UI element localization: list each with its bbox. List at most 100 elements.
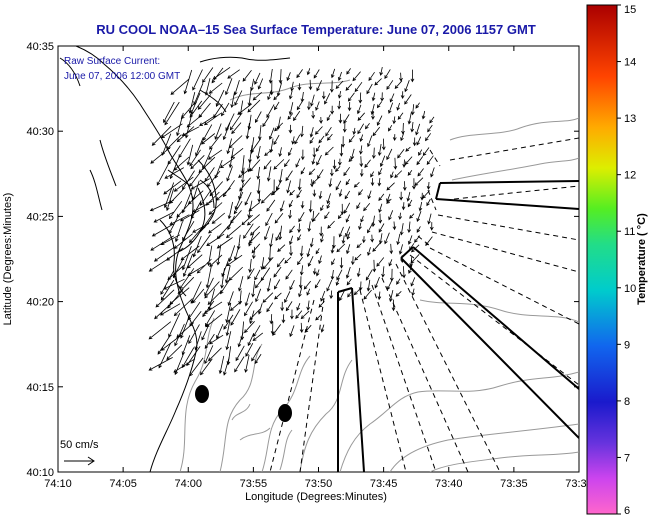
current-vector-arrow: [223, 357, 230, 376]
current-vector-arrow: [297, 83, 302, 91]
current-vector-arrow: [341, 235, 346, 245]
current-vector-arrow: [399, 72, 403, 82]
current-vector-arrow: [249, 159, 261, 172]
current-vector-arrow: [227, 201, 233, 220]
current-vector-arrow: [416, 156, 424, 166]
current-vector-arrow: [312, 147, 317, 159]
current-vector-arrow: [148, 357, 173, 371]
current-vector-arrow: [230, 92, 235, 109]
current-vector-arrow: [306, 300, 311, 311]
current-vector-arrow: [342, 121, 347, 133]
current-vector-arrow: [267, 90, 272, 101]
x-tick-label: 74:10: [44, 478, 72, 490]
current-vector-arrow: [346, 244, 351, 255]
current-vector-arrow: [284, 291, 291, 304]
current-vector-arrow: [378, 233, 383, 245]
current-vector-arrow: [214, 123, 222, 140]
current-vector-arrow: [411, 288, 415, 297]
current-vector-arrow: [156, 160, 171, 186]
current-vector-arrow: [254, 269, 261, 281]
current-vector-arrow: [396, 233, 401, 246]
colorbar-tick-label: 12: [624, 170, 636, 182]
current-vector-arrow: [335, 80, 344, 90]
current-vector-arrow: [410, 244, 420, 253]
current-vector-arrow: [297, 223, 301, 233]
current-vector-arrow: [170, 78, 190, 95]
current-vector-arrow: [397, 149, 405, 159]
y-tick-label: 40:20: [26, 297, 54, 309]
current-vector-arrow: [274, 101, 280, 111]
current-vector-arrow: [430, 167, 435, 178]
x-tick-label: 74:05: [109, 478, 137, 490]
current-vector-arrow: [257, 303, 263, 315]
current-vector-arrow: [289, 225, 295, 234]
current-vector-arrow: [229, 115, 241, 131]
current-vector-arrow: [190, 92, 201, 115]
current-vector-arrow: [181, 246, 192, 271]
current-vector-arrow: [397, 112, 404, 120]
current-vector-arrow: [427, 213, 432, 225]
x-tick-label: 73:40: [435, 478, 463, 490]
current-vector-arrow: [285, 269, 293, 280]
current-vector-arrow: [400, 91, 405, 100]
current-vector-arrow: [160, 334, 182, 351]
current-vector-arrow: [414, 235, 421, 243]
current-vector-arrow: [227, 291, 234, 306]
current-vector-arrow: [267, 246, 272, 262]
current-vector-arrow: [192, 200, 213, 213]
current-vector-arrow: [249, 308, 261, 321]
current-vector-arrow: [166, 344, 183, 360]
current-vector-arrow: [200, 358, 213, 376]
current-vector-arrow: [173, 358, 196, 373]
current-vector-arrow: [194, 331, 202, 351]
current-vector-arrow: [173, 176, 194, 192]
current-vector-arrow: [407, 170, 413, 176]
current-vector-arrow: [248, 231, 261, 244]
current-vector-arrow: [179, 268, 195, 290]
current-vector-arrow: [299, 245, 304, 257]
current-vector-arrow: [311, 157, 316, 165]
current-vector-arrow: [319, 116, 323, 124]
current-vector-arrow: [251, 346, 261, 362]
current-vector-arrow: [422, 190, 430, 199]
colorbar-tick-label: 15: [624, 4, 636, 16]
current-vector-arrow: [192, 223, 210, 233]
current-vector-arrow: [241, 167, 245, 184]
current-vector-arrow: [234, 90, 243, 106]
current-vector-arrow: [378, 223, 385, 233]
current-vector-arrow: [226, 166, 233, 182]
current-vector-arrow: [316, 80, 322, 92]
current-vector-arrow: [266, 104, 275, 119]
current-vector-arrow: [356, 202, 361, 210]
current-vector-arrow: [225, 331, 232, 351]
x-tick-label: 73:45: [370, 478, 398, 490]
current-vector-arrow: [414, 177, 424, 186]
current-vector-arrow: [371, 111, 375, 120]
current-vector-arrow: [306, 248, 311, 258]
current-vector-arrow: [266, 199, 276, 212]
current-vector-arrow: [233, 200, 243, 215]
current-vector-arrow: [384, 232, 390, 245]
current-vector-arrow: [329, 169, 334, 177]
current-vector-arrow: [372, 242, 381, 252]
current-vector-arrow: [284, 159, 290, 168]
current-vector-arrow: [252, 92, 262, 101]
current-vector-arrow: [288, 90, 293, 100]
current-vector-arrow: [239, 177, 251, 192]
current-vector-arrow: [339, 257, 344, 269]
current-vector-arrow: [367, 222, 374, 234]
current-vector-arrow: [410, 121, 415, 133]
current-vector-arrow: [197, 94, 212, 110]
current-vector-arrow: [378, 168, 383, 176]
current-vector-arrow: [345, 178, 351, 186]
current-vector-arrow: [388, 259, 393, 267]
current-vector-arrow: [398, 244, 403, 255]
current-vector-arrow: [290, 309, 294, 320]
current-vector-arrow: [326, 133, 333, 141]
current-vector-arrow: [356, 267, 361, 278]
current-vector-arrow: [272, 324, 282, 336]
current-vector-arrow: [295, 158, 301, 168]
current-vector-arrow: [315, 145, 321, 153]
current-vector-arrow: [227, 69, 240, 79]
current-vector-arrow: [148, 321, 172, 340]
